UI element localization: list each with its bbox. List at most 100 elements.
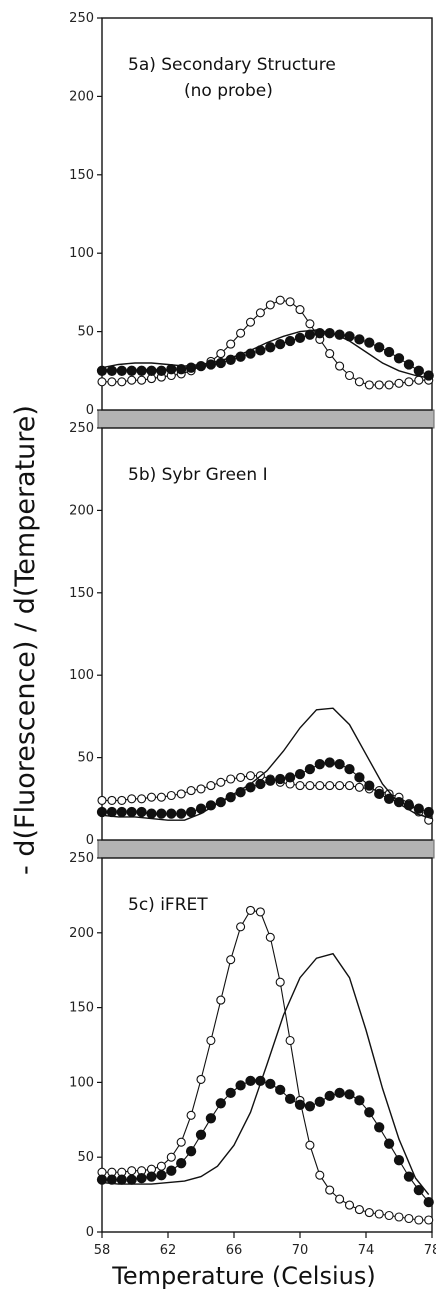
filled-marker bbox=[334, 759, 345, 770]
y-tick-label: 200 bbox=[69, 926, 94, 941]
filled-marker bbox=[136, 806, 147, 818]
filled-marker bbox=[166, 808, 177, 819]
filled-marker bbox=[255, 778, 266, 790]
filled-marker bbox=[265, 775, 276, 786]
hollow-marker bbox=[394, 1212, 404, 1222]
hollow-marker bbox=[404, 1213, 414, 1224]
hollow-marker bbox=[216, 995, 226, 1005]
hollow-marker bbox=[255, 308, 265, 318]
hollow-marker bbox=[404, 377, 414, 387]
filled-marker bbox=[344, 763, 355, 775]
filled-marker bbox=[176, 1158, 187, 1169]
y-tick-label: 250 bbox=[69, 11, 94, 26]
plot-frame bbox=[101, 17, 433, 411]
series-line bbox=[101, 707, 433, 821]
panel-1: 0 50 100 150 200 250 5a) Secondary Structure (n… bbox=[69, 11, 434, 418]
hollow-marker bbox=[137, 794, 147, 804]
plot-frame bbox=[101, 427, 433, 841]
solid-line-series bbox=[101, 707, 433, 821]
hollow-marker bbox=[245, 771, 256, 781]
filled-marker bbox=[364, 337, 375, 348]
filled-marker bbox=[275, 1084, 286, 1096]
hollow-marker bbox=[394, 378, 404, 388]
hollow-marker bbox=[384, 380, 394, 390]
hollow-marker bbox=[275, 295, 285, 305]
panel-2: 0 50 100 150 200 250 5b) Sybr Green I bbox=[69, 421, 434, 848]
hollow-marker bbox=[344, 781, 355, 791]
filled-marker bbox=[195, 360, 207, 372]
hollow-marker bbox=[206, 781, 216, 791]
filled-marker bbox=[146, 365, 157, 376]
y-tick-label: 0 bbox=[86, 403, 94, 418]
hollow-marker bbox=[156, 792, 166, 802]
filled-marker bbox=[364, 1107, 375, 1118]
y-tick-label: 100 bbox=[69, 246, 94, 261]
hollow-marker bbox=[305, 1140, 315, 1150]
hollow-marker bbox=[325, 349, 335, 359]
filled-marker bbox=[116, 1174, 127, 1185]
filled-marker bbox=[413, 803, 424, 814]
filled-marker bbox=[374, 1122, 385, 1133]
filled-marker bbox=[324, 757, 335, 768]
hollow-marker bbox=[354, 1205, 364, 1215]
hollow-marker bbox=[315, 781, 325, 791]
y-tick-label: 50 bbox=[77, 1150, 94, 1165]
filled-marker bbox=[284, 335, 296, 347]
filled-marker bbox=[364, 780, 375, 791]
hollow-marker bbox=[265, 300, 275, 310]
filled-marker bbox=[136, 1172, 147, 1184]
hollow-marker bbox=[245, 317, 256, 327]
filled-marker bbox=[383, 346, 395, 358]
filled-marker bbox=[354, 772, 365, 783]
hollow-marker bbox=[176, 789, 186, 799]
x-tick-label: 58 bbox=[94, 1243, 111, 1258]
panel-title: 5b) Sybr Green I bbox=[128, 465, 268, 485]
y-tick-label: 100 bbox=[69, 1075, 94, 1090]
x-axis-title: Temperature (Celsius) bbox=[111, 1262, 375, 1290]
filled-marker bbox=[423, 1196, 434, 1208]
y-tick-label: 0 bbox=[86, 833, 94, 848]
filled-circle-series bbox=[96, 328, 434, 381]
filled-marker bbox=[96, 806, 108, 818]
filled-marker bbox=[275, 338, 286, 350]
filled-marker bbox=[383, 1138, 395, 1149]
hollow-marker bbox=[127, 1166, 137, 1176]
hollow-marker bbox=[107, 795, 117, 805]
y-tick-label: 150 bbox=[69, 168, 94, 183]
hollow-marker bbox=[344, 1200, 355, 1210]
filled-marker bbox=[354, 334, 365, 345]
filled-marker bbox=[314, 759, 325, 770]
hollow-marker bbox=[166, 790, 176, 801]
hollow-marker bbox=[335, 361, 345, 371]
hollow-marker bbox=[186, 1110, 196, 1120]
filled-marker bbox=[156, 365, 167, 376]
filled-marker bbox=[393, 1155, 405, 1166]
filled-marker bbox=[116, 365, 127, 376]
filled-marker bbox=[126, 365, 137, 376]
hollow-marker bbox=[146, 792, 157, 802]
panel-3: 0 50 100 150 200 250 5c) iFRET 58 62 66 70 74 78 bbox=[69, 851, 436, 1258]
hollow-marker bbox=[216, 777, 226, 787]
hollow-marker bbox=[364, 380, 374, 390]
hollow-marker bbox=[226, 339, 236, 349]
filled-marker bbox=[314, 1096, 325, 1107]
filled-marker bbox=[265, 1078, 276, 1090]
hollow-marker bbox=[156, 1161, 166, 1171]
solid-line-series bbox=[101, 952, 430, 1196]
hollow-marker bbox=[354, 377, 364, 387]
hollow-marker bbox=[97, 377, 107, 387]
y-axis-title: - d(Fluorescence) / d(Temperature) bbox=[10, 405, 41, 875]
filled-marker bbox=[304, 763, 316, 775]
filled-circle-series bbox=[96, 757, 434, 819]
filled-marker bbox=[225, 1087, 236, 1099]
hollow-marker bbox=[245, 905, 256, 915]
filled-marker bbox=[215, 1098, 226, 1109]
hollow-marker bbox=[344, 370, 355, 381]
filled-marker bbox=[383, 793, 395, 804]
chart-panels: 0 50 100 150 200 250 5a) Secondary Structure (n… bbox=[69, 11, 436, 1258]
filled-marker bbox=[284, 1093, 296, 1105]
filled-marker bbox=[195, 1129, 207, 1140]
solid-line-series bbox=[101, 329, 433, 380]
hollow-marker bbox=[196, 1074, 206, 1084]
y-tick-label: 200 bbox=[69, 89, 94, 104]
